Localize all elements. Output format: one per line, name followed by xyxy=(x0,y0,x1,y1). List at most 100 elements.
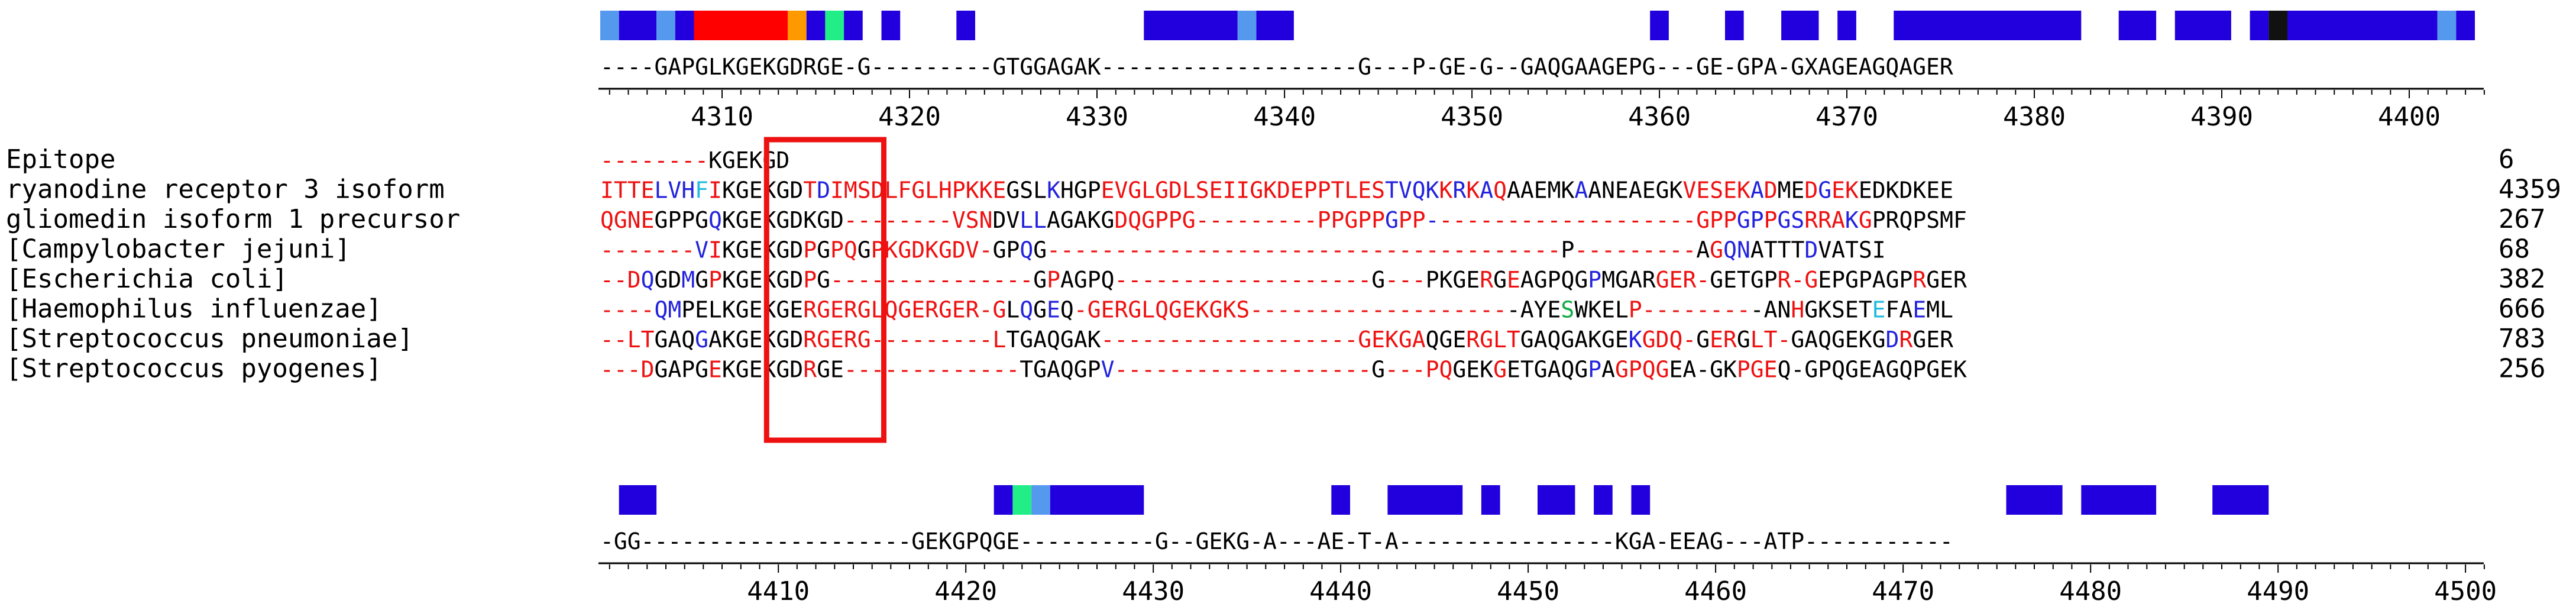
b1-tick-label: 4340 xyxy=(1253,102,1316,132)
row-sequence: ---DGAPGEKGEKGDRGE-------------TGAQGPV--… xyxy=(600,357,1967,383)
b2-tick-label: 4470 xyxy=(1872,576,1934,606)
row-residue-count: 382 xyxy=(2499,264,2545,294)
b1-bar-9 xyxy=(881,11,901,40)
block1-consensus-sequence: ----GAPGLKGEKGDRGE-G---------GTGGAGAK---… xyxy=(600,54,1953,80)
row-label: Epitope xyxy=(6,144,115,175)
block1-conservation-bars xyxy=(600,11,2475,40)
b2-tick-label: 4440 xyxy=(1309,576,1372,606)
b1-tick-label: 4370 xyxy=(1816,102,1878,132)
b1-tick-label: 4320 xyxy=(878,102,941,132)
b1-bar-4 xyxy=(694,11,788,40)
row-sequence-start: ---- xyxy=(600,297,655,323)
b2-tick-label: 4450 xyxy=(1497,576,1559,606)
row-sequence-start: ---D xyxy=(600,357,655,383)
b2-bar-10 xyxy=(1631,485,1651,515)
b1-bar-8 xyxy=(844,11,863,40)
b1-tick-label: 4330 xyxy=(1066,102,1128,132)
b1-bar-0 xyxy=(600,11,619,40)
row-residue-count: 666 xyxy=(2499,294,2545,324)
b2-bar-9 xyxy=(1594,485,1613,515)
epitope-highlight-box xyxy=(763,137,887,443)
b1-tick-label: 4350 xyxy=(1441,102,1503,132)
row-sequence-start: ITTE xyxy=(600,177,655,204)
b1-bar-1 xyxy=(619,11,657,40)
b2-bar-3 xyxy=(1031,485,1050,515)
row-sequence-start: QGNE xyxy=(600,207,655,233)
row-sequence: QGNEGPPGQKGEKGDKGD--------VSNDVLLAGAKGDQ… xyxy=(600,207,1967,233)
b2-bar-5 xyxy=(1331,485,1350,515)
row-sequence: --LTGAQGAKGEKGDRGERG---------LTGAQGAK---… xyxy=(600,327,1953,353)
b1-tick-label: 4310 xyxy=(691,102,753,132)
row-sequence-start: --LT xyxy=(600,327,655,353)
b2-tick-label: 4410 xyxy=(747,576,810,606)
b2-tick-label: 4420 xyxy=(934,576,997,606)
b1-bar-5 xyxy=(788,11,807,40)
b1-bar-12 xyxy=(1237,11,1257,40)
row-sequence-background xyxy=(585,204,2576,234)
b1-bar-17 xyxy=(1837,11,1856,40)
row-sequence-background xyxy=(585,144,2576,174)
b1-bar-24 xyxy=(2437,11,2457,40)
b2-tick-label: 4500 xyxy=(2434,576,2497,606)
b1-bar-13 xyxy=(1256,11,1294,40)
row-sequence-start: -------- xyxy=(600,147,708,173)
row-label: [Escherichia coli] xyxy=(6,264,288,294)
row-label: [Haemophilus influenzae] xyxy=(6,294,382,324)
b1-bar-18 xyxy=(1894,11,2082,40)
row-sequence: --------KGEKGD xyxy=(600,147,789,173)
block1-ruler-labels: 4310 4320 4330 4340 4350 4360 4370 4380 4390 4400 xyxy=(691,102,2441,132)
row-sequence-background xyxy=(585,353,2576,383)
block1-ruler-ticks xyxy=(609,90,2485,98)
row-sequence: ITTELVHFIKGEKGDTDIMSDLFGLHPKKEGSLKHGPEVG… xyxy=(600,177,1953,204)
b1-tick-label: 4380 xyxy=(2003,102,2066,132)
b1-bar-14 xyxy=(1650,11,1669,40)
row-sequence: ----QMPELKGEKGERGERGLQGERGER-GLQGEQ-GERG… xyxy=(600,297,1953,323)
b2-tick-label: 4460 xyxy=(1684,576,1747,606)
b1-bar-20 xyxy=(2174,11,2231,40)
row-label: [Streptococcus pyogenes] xyxy=(6,354,382,384)
row-label: [Campylobacter jejuni] xyxy=(6,234,351,264)
row-sequence-start: --D xyxy=(600,267,641,293)
b2-bar-7 xyxy=(1481,485,1500,515)
row-residue-count: 6 xyxy=(2499,144,2514,175)
row-label: [Streptococcus pneumoniae] xyxy=(6,324,413,354)
b1-bar-23 xyxy=(2287,11,2438,40)
b2-bar-11 xyxy=(2006,485,2063,515)
b1-bar-16 xyxy=(1781,11,1819,40)
row-label: ryanodine receptor 3 isoform xyxy=(6,175,445,205)
b2-bar-12 xyxy=(2081,485,2157,515)
b1-bar-11 xyxy=(1144,11,1238,40)
row-sequence-background xyxy=(585,293,2576,324)
block2-consensus-sequence: -GG--------------------GEKGPQGE---------… xyxy=(600,528,1953,554)
row-residue-count: 256 xyxy=(2499,354,2545,384)
row-residue-count: 783 xyxy=(2499,324,2545,354)
b2-bar-13 xyxy=(2212,485,2269,515)
b1-bar-21 xyxy=(2250,11,2269,40)
b2-bar-2 xyxy=(1012,485,1032,515)
b2-tick-label: 4490 xyxy=(2247,576,2309,606)
b1-bar-25 xyxy=(2456,11,2475,40)
b1-bar-7 xyxy=(825,11,844,40)
b1-bar-2 xyxy=(656,11,675,40)
b1-tick-label: 4400 xyxy=(2378,102,2441,132)
b2-tick-label: 4480 xyxy=(2059,576,2122,606)
row-label: gliomedin isoform 1 precursor xyxy=(6,204,460,234)
row-sequence: --DQGDMGPKGEKGDPG---------------GPAGPQ--… xyxy=(600,267,1967,293)
row-residue-count: 4359 xyxy=(2499,175,2561,205)
b2-tick-label: 4430 xyxy=(1122,576,1185,606)
b1-tick-label: 4390 xyxy=(2190,102,2253,132)
row-sequence-background xyxy=(585,324,2576,353)
b1-bar-10 xyxy=(956,11,975,40)
row-residue-count: 68 xyxy=(2499,234,2530,264)
b1-bar-22 xyxy=(2268,11,2287,40)
b1-bar-3 xyxy=(675,11,694,40)
row-sequence: -------VIKGEKGDPGPQGPKGDKGDV-GPQG-------… xyxy=(600,237,1886,263)
b2-bar-4 xyxy=(1050,485,1144,515)
b1-tick-label: 4360 xyxy=(1628,102,1691,132)
b1-bar-19 xyxy=(2118,11,2157,40)
row-sequence-start: ------- xyxy=(600,237,695,263)
block2-ruler-labels: 4410 4420 4430 4440 4450 4460 4470 4480 4490 4500 xyxy=(747,576,2497,606)
row-sequence-background xyxy=(585,174,2576,204)
block2-conservation-bars xyxy=(619,485,2269,515)
b2-bar-0 xyxy=(619,485,657,515)
